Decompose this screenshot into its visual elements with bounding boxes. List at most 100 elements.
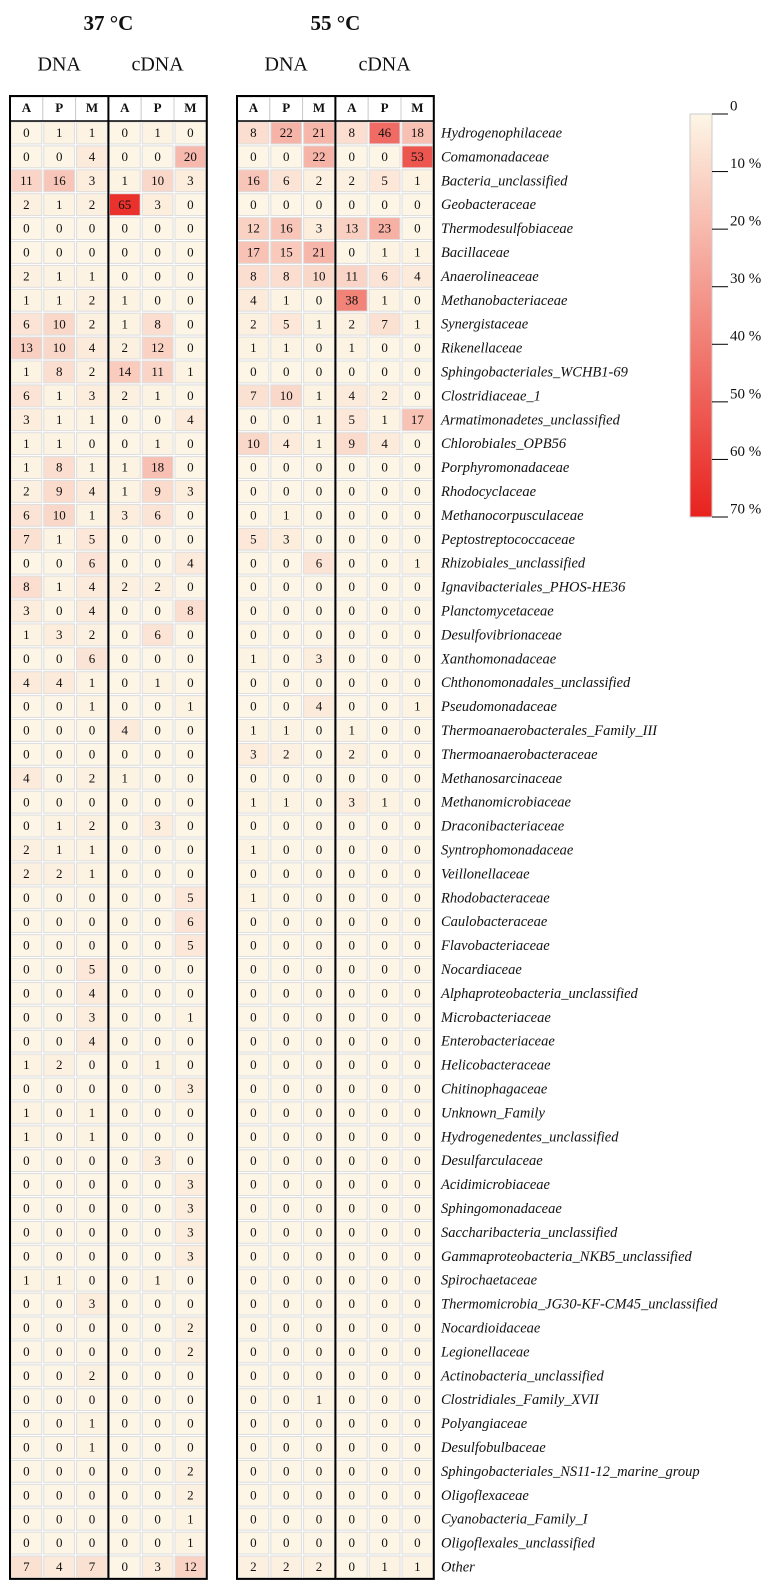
cell-value: 0	[381, 149, 388, 164]
heat-cell	[401, 480, 434, 503]
cell-value: 0	[381, 818, 388, 833]
cell-value: 1	[381, 1559, 388, 1574]
cell-value: 0	[381, 1225, 388, 1240]
heat-cell	[270, 1292, 303, 1316]
cell-value: 6	[89, 555, 96, 570]
cell-value: 4	[89, 149, 96, 164]
cell-value: 0	[56, 794, 63, 809]
heat-cell	[141, 1005, 174, 1029]
heat-cell	[141, 1531, 174, 1555]
cell-value: 0	[381, 603, 388, 618]
cell-value: 0	[316, 460, 323, 475]
heat-cell	[237, 336, 270, 360]
heat-cell	[43, 1197, 76, 1220]
row-label: Hydrogenedentes_unclassified	[440, 1129, 619, 1145]
cell-value: 0	[89, 938, 96, 953]
cell-value: 3	[56, 627, 63, 642]
heat-cell	[43, 288, 76, 312]
cell-value: 0	[187, 1272, 194, 1287]
cell-value: 0	[56, 651, 63, 666]
cell-value: 0	[122, 1296, 129, 1311]
heat-cell	[401, 1388, 434, 1412]
cell-value: 2	[122, 340, 129, 355]
heat-cell	[237, 695, 270, 718]
cell-value: 0	[250, 1440, 257, 1455]
cell-value: 0	[283, 986, 290, 1001]
cell-value: 0	[122, 603, 129, 618]
cell-value: 0	[23, 723, 30, 738]
heat-cell	[270, 958, 303, 981]
cell-value: 0	[23, 1487, 30, 1502]
heat-cell	[401, 886, 434, 910]
heat-cell	[270, 623, 303, 647]
cell-value: 0	[187, 1440, 194, 1455]
cell-value: 0	[187, 651, 194, 666]
heat-cell	[368, 360, 401, 384]
heat-cell	[401, 1436, 434, 1459]
cell-value: 0	[283, 484, 290, 499]
cell-value: 0	[414, 794, 421, 809]
cell-value: 0	[349, 1535, 356, 1550]
heat-cell	[43, 551, 76, 575]
cell-value: 0	[349, 1440, 356, 1455]
heat-cell	[401, 814, 434, 838]
heat-cell	[270, 1316, 303, 1340]
cell-value: 0	[349, 866, 356, 881]
heat-cell	[43, 958, 76, 981]
cell-value: 0	[154, 842, 161, 857]
heat-cell	[368, 1459, 401, 1483]
heat-cell	[270, 1388, 303, 1412]
cell-value: 2	[89, 627, 96, 642]
cell-value: 3	[187, 1248, 194, 1263]
cell-value: 3	[187, 173, 194, 188]
heat-cell	[368, 1388, 401, 1412]
cell-value: 1	[89, 508, 96, 523]
cell-value: 0	[122, 1487, 129, 1502]
heat-cell	[141, 1268, 174, 1292]
row-label: Rhodobacteraceae	[440, 890, 550, 906]
heat-cell	[237, 1029, 270, 1053]
heat-cell	[43, 360, 76, 384]
heat-cell	[141, 886, 174, 910]
cell-value: 3	[89, 1296, 96, 1311]
cell-value: 3	[23, 412, 30, 427]
cell-value: 0	[56, 221, 63, 236]
heat-cell	[76, 671, 108, 695]
heat-cell	[368, 790, 401, 814]
cell-value: 3	[283, 531, 290, 546]
cell-value: 3	[187, 1081, 194, 1096]
cell-value: 2	[89, 770, 96, 785]
heat-cell	[237, 790, 270, 814]
heat-cell	[270, 862, 303, 886]
cell-value: 0	[250, 460, 257, 475]
cell-value: 0	[283, 1272, 290, 1287]
cell-value: 0	[381, 770, 388, 785]
heat-cell	[43, 241, 76, 264]
heat-cell	[401, 1531, 434, 1555]
cell-value: 1	[349, 723, 356, 738]
heat-cell	[141, 1101, 174, 1125]
cell-value: 65	[118, 197, 131, 212]
cell-value: 1	[89, 1105, 96, 1120]
heat-cell	[368, 480, 401, 503]
cell-value: 0	[23, 1033, 30, 1048]
cell-value: 0	[414, 221, 421, 236]
cell-value: 0	[23, 1464, 30, 1479]
cell-value: 3	[316, 651, 323, 666]
heat-cell	[270, 1053, 303, 1077]
cell-value: 0	[283, 842, 290, 857]
heat-cell	[368, 647, 401, 671]
cell-value: 8	[250, 125, 257, 140]
cell-value: 2	[349, 173, 356, 188]
heat-cell	[237, 384, 270, 408]
cell-value: 1	[89, 1416, 96, 1431]
column-header: A	[347, 100, 357, 115]
heat-cell	[368, 1340, 401, 1364]
heat-cell	[270, 1029, 303, 1053]
cell-value: 0	[154, 412, 161, 427]
cell-value: 0	[56, 1320, 63, 1335]
heat-cell	[368, 1197, 401, 1220]
cell-value: 0	[89, 1153, 96, 1168]
cell-value: 0	[414, 484, 421, 499]
cell-value: 0	[414, 962, 421, 977]
